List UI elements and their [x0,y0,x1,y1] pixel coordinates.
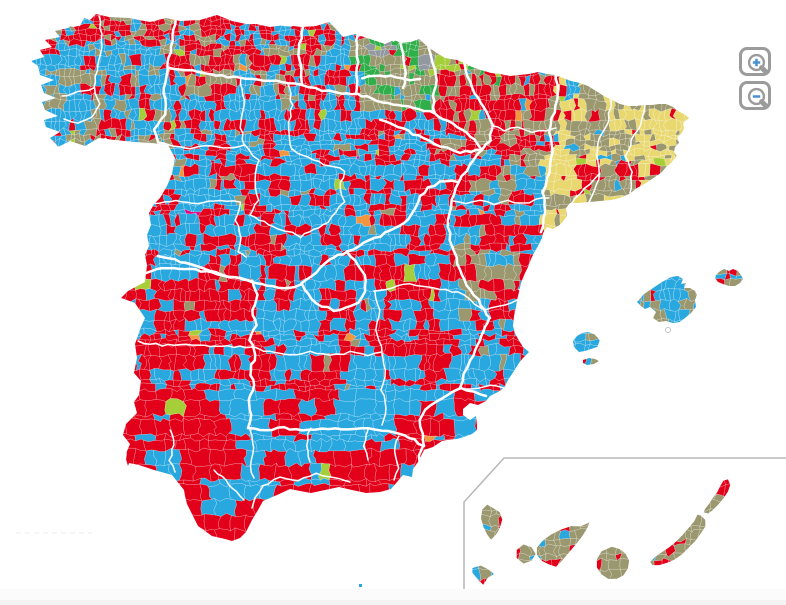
municipality-cells [31,14,743,585]
province-borders [61,15,646,509]
municipalities-magenta [183,155,360,217]
zoom-in-icon [747,53,769,75]
zoom-out-button[interactable] [739,81,771,110]
zoom-controls [739,47,779,115]
zoom-in-button[interactable] [739,47,771,76]
bottom-band-edge [0,600,786,605]
alboran-islet [359,584,362,587]
zoom-out-icon [747,87,769,109]
canary-inset-frame [463,457,786,605]
cabrera-islet [665,327,671,333]
municipalities-gray [362,32,436,72]
